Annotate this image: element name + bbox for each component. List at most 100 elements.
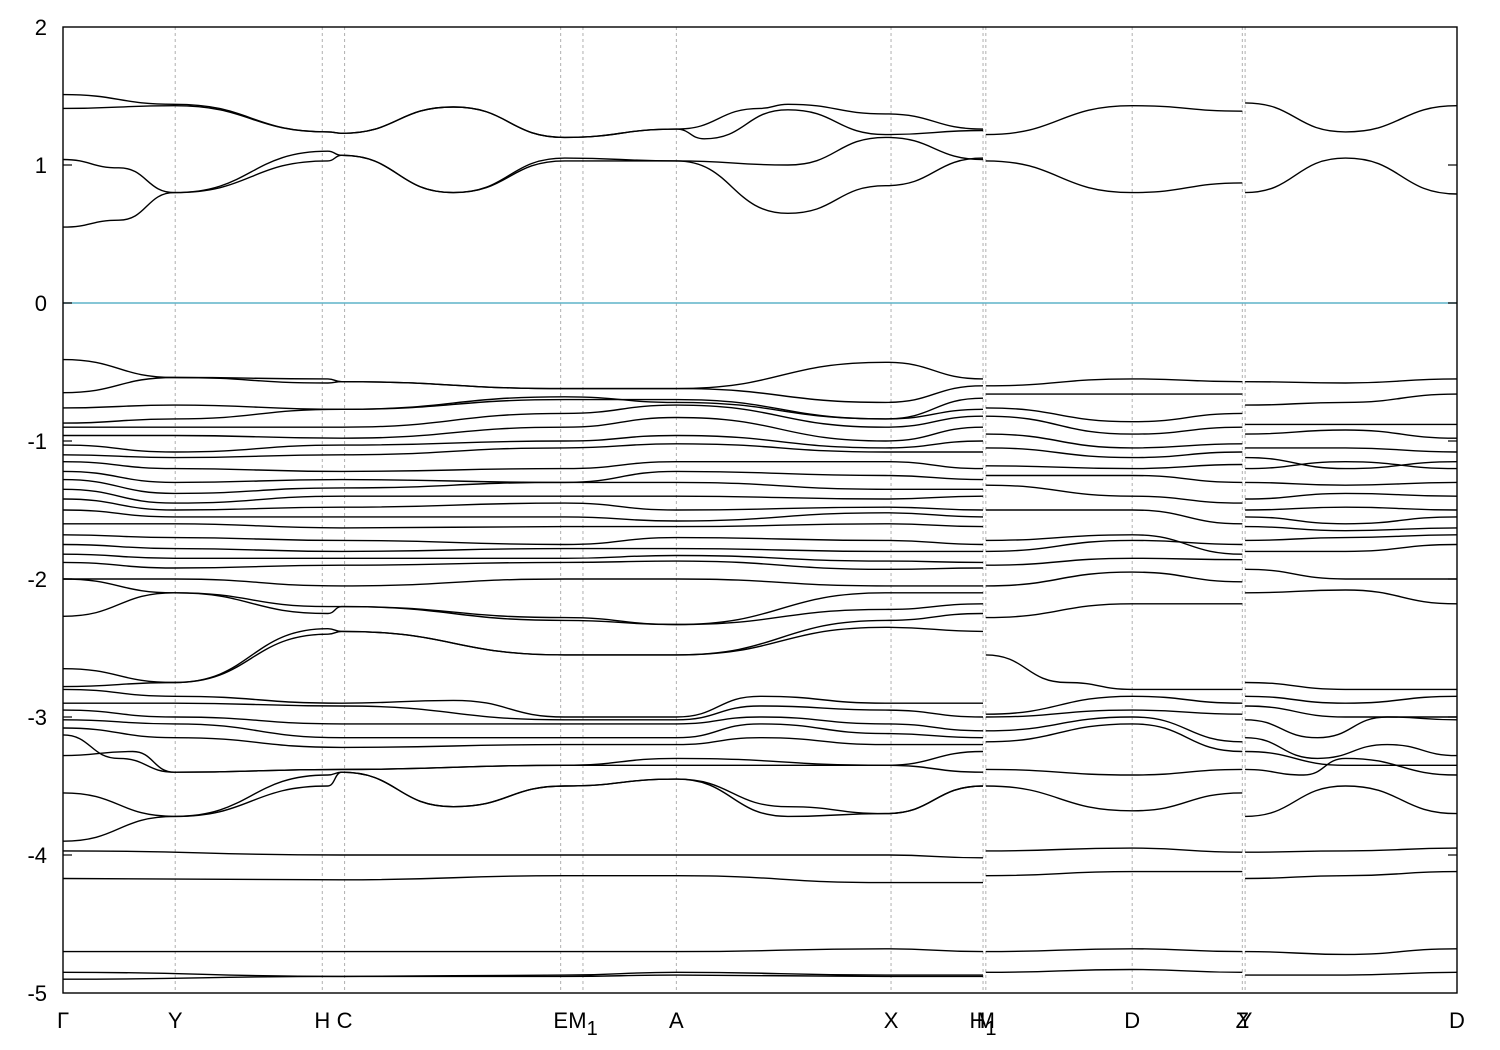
plot-frame: [62, 26, 1458, 994]
band-line-36: [62, 727, 983, 749]
band-line-63: [985, 709, 1243, 718]
band-line-72: [1245, 378, 1458, 384]
x-tick-label-12: Y: [1238, 1008, 1253, 1033]
band-line-90: [1245, 705, 1457, 718]
y-tick-label-2: 0: [35, 291, 47, 316]
band-line-3: [62, 154, 984, 215]
y-axis-ticks: 2 1 0 -1 -2 -3 -4 -5: [27, 15, 1457, 1006]
band-line-96: [1245, 847, 1458, 853]
band-line-52: [985, 463, 1243, 470]
band-line-25: [62, 553, 984, 564]
x-tick-label-3: C: [337, 1008, 353, 1033]
band-line-22: [62, 523, 984, 529]
band-line-18: [62, 478, 983, 495]
y-tick-label-1: 1: [35, 153, 47, 178]
band-line-83: [1245, 525, 1458, 532]
band-line-81: [1245, 506, 1458, 511]
band-line-38: [62, 734, 984, 773]
band-line-45: [62, 974, 983, 980]
band-line-57: [985, 539, 1243, 553]
band-line-71: [985, 968, 1243, 973]
x-tick-label-13: D: [1449, 1008, 1465, 1033]
band-line-80: [1245, 492, 1458, 500]
band-line-1: [62, 103, 984, 139]
band-line-21: [62, 509, 984, 522]
band-line-0: [62, 93, 984, 140]
y-tick-label-5: -3: [27, 705, 47, 730]
band-line-7: [1245, 157, 1458, 195]
x-tick-label-2: H: [314, 1008, 330, 1033]
band-line-54: [985, 484, 1243, 504]
band-line-32: [62, 688, 983, 718]
band-line-50: [985, 433, 1243, 449]
band-line-26: [62, 560, 984, 571]
band-line-67: [985, 785, 1243, 812]
band-line-97: [1245, 870, 1458, 880]
x-tick-label-4: E: [553, 1008, 568, 1033]
band-line-65: [985, 723, 1243, 753]
band-line-58: [985, 557, 1243, 566]
band-line-64: [985, 716, 1243, 743]
band-line-84: [1245, 534, 1458, 542]
band-line-2: [62, 136, 984, 228]
band-line-87: [1245, 589, 1458, 605]
band-line-56: [985, 534, 1243, 555]
band-line-8: [62, 358, 984, 390]
band-line-40: [62, 771, 984, 842]
band-line-17: [62, 470, 984, 484]
band-line-98: [1245, 948, 1458, 956]
band-line-77: [1245, 456, 1458, 470]
band-line-14: [62, 434, 984, 453]
band-line-44: [62, 971, 984, 978]
x-tick-label-5: M1: [568, 1008, 597, 1040]
band-line-13: [62, 416, 984, 442]
band-line-66: [985, 768, 1243, 776]
x-tick-label-11: Z: [1236, 1008, 1249, 1033]
band-line-9: [62, 376, 984, 404]
band-line-39: [62, 771, 984, 818]
x-tick-label-0: Γ: [57, 1008, 69, 1033]
band-line-35: [62, 719, 984, 739]
band-line-60: [985, 603, 1243, 619]
band-line-30: [62, 612, 984, 684]
band-line-69: [985, 870, 1243, 877]
band-line-68: [985, 847, 1243, 853]
x-tick-label-10: D: [1124, 1008, 1140, 1033]
band-line-16: [62, 460, 984, 473]
x-tick-label-9: M: [977, 1008, 995, 1033]
band-line-88: [1245, 681, 1457, 691]
band-line-6: [1245, 102, 1458, 133]
band-line-15: [62, 443, 983, 459]
band-line-12: [63, 404, 984, 428]
band-line-75: [1245, 429, 1458, 439]
band-line-46: [985, 378, 1243, 387]
band-line-91: [1245, 716, 1458, 739]
band-line-61: [985, 654, 1243, 691]
band-line-41: [62, 850, 984, 859]
band-line-33: [62, 702, 984, 721]
band-line-5: [985, 160, 1243, 194]
band-line-85: [1245, 543, 1458, 553]
band-line-62: [985, 695, 1243, 715]
band-line-53: [985, 474, 1243, 484]
y-tick-label-4: -2: [27, 567, 47, 592]
band-line-23: [62, 534, 984, 546]
y-tick-label-3: -1: [27, 429, 47, 454]
band-line-86: [1245, 568, 1457, 580]
band-line-37: [62, 750, 984, 773]
band-line-11: [62, 397, 984, 424]
band-line-49: [985, 415, 1243, 435]
x-axis-ticks: Γ Y H C E M1 A X H1M D ZY D: [57, 1008, 1465, 1040]
band-line-82: [1245, 516, 1458, 525]
band-line-31: [62, 626, 984, 688]
band-line-99: [1245, 971, 1458, 976]
band-line-76: [1245, 447, 1458, 453]
band-line-42: [62, 874, 983, 884]
band-line-93: [1245, 750, 1457, 766]
band-line-92: [1245, 737, 1458, 760]
band-line-34: [62, 709, 984, 732]
band-lines: [62, 93, 1458, 980]
band-line-78: [1245, 460, 1458, 470]
band-line-79: [1245, 481, 1458, 486]
